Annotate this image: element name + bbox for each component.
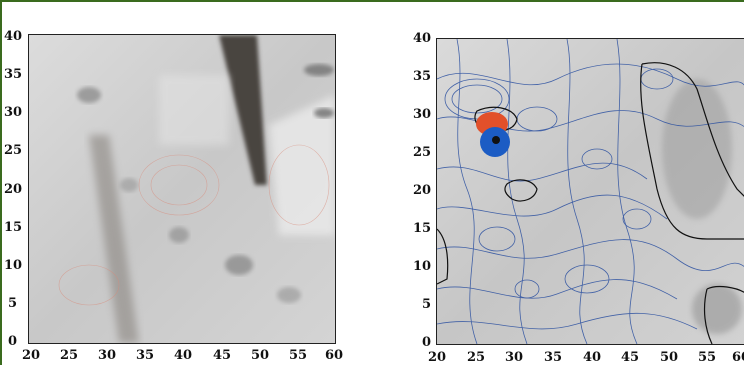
left-ytick-40: 40 (4, 29, 23, 44)
right-xtick-35: 35 (544, 350, 563, 365)
right-xtick-25: 25 (467, 350, 486, 365)
left-xtick-40: 40 (174, 348, 193, 363)
right-ytick-10: 10 (413, 259, 432, 274)
left-trench-shape (219, 35, 267, 185)
black-contours (437, 62, 744, 344)
left-ytick-10: 10 (4, 258, 23, 273)
left-xtick-30: 30 (98, 348, 117, 363)
left-xtick-25: 25 (60, 348, 79, 363)
left-terrain-svg (29, 35, 335, 343)
left-ytick-0: 0 (8, 334, 18, 349)
left-xtick-55: 55 (289, 348, 308, 363)
right-plot-area (436, 38, 744, 345)
left-ytick-5: 5 (8, 296, 18, 311)
left-ytick-25: 25 (4, 143, 23, 158)
left-ytick-35: 35 (4, 67, 23, 82)
right-ytick-40: 40 (413, 31, 432, 46)
right-ytick-0: 0 (422, 335, 432, 350)
right-xtick-20: 20 (428, 350, 447, 365)
right-xtick-45: 45 (621, 350, 640, 365)
right-xtick-40: 40 (583, 350, 602, 365)
right-xtick-30: 30 (505, 350, 524, 365)
left-ytick-15: 15 (4, 220, 23, 235)
right-xtick-60: 60 (732, 350, 744, 365)
right-ytick-20: 20 (413, 183, 432, 198)
left-xtick-60: 60 (325, 348, 344, 363)
left-plot-area (28, 34, 336, 344)
right-panel: 40 35 30 25 20 15 10 5 0 20 25 30 35 40 … (402, 2, 744, 365)
right-contour-svg (437, 39, 744, 344)
left-ytick-30: 30 (4, 105, 23, 120)
right-ytick-15: 15 (413, 221, 432, 236)
left-ytick-20: 20 (4, 182, 23, 197)
left-xtick-45: 45 (213, 348, 232, 363)
left-xtick-50: 50 (251, 348, 270, 363)
left-xtick-20: 20 (22, 348, 41, 363)
left-panel: 40 35 30 25 20 15 10 5 0 20 25 30 35 40 … (2, 2, 352, 365)
right-ytick-35: 35 (413, 69, 432, 84)
hotspot-center-marker (492, 136, 500, 144)
right-ytick-5: 5 (422, 297, 432, 312)
right-ytick-30: 30 (413, 107, 432, 122)
right-ytick-25: 25 (413, 145, 432, 160)
left-xtick-35: 35 (136, 348, 155, 363)
right-xtick-50: 50 (660, 350, 679, 365)
right-xtick-55: 55 (698, 350, 717, 365)
